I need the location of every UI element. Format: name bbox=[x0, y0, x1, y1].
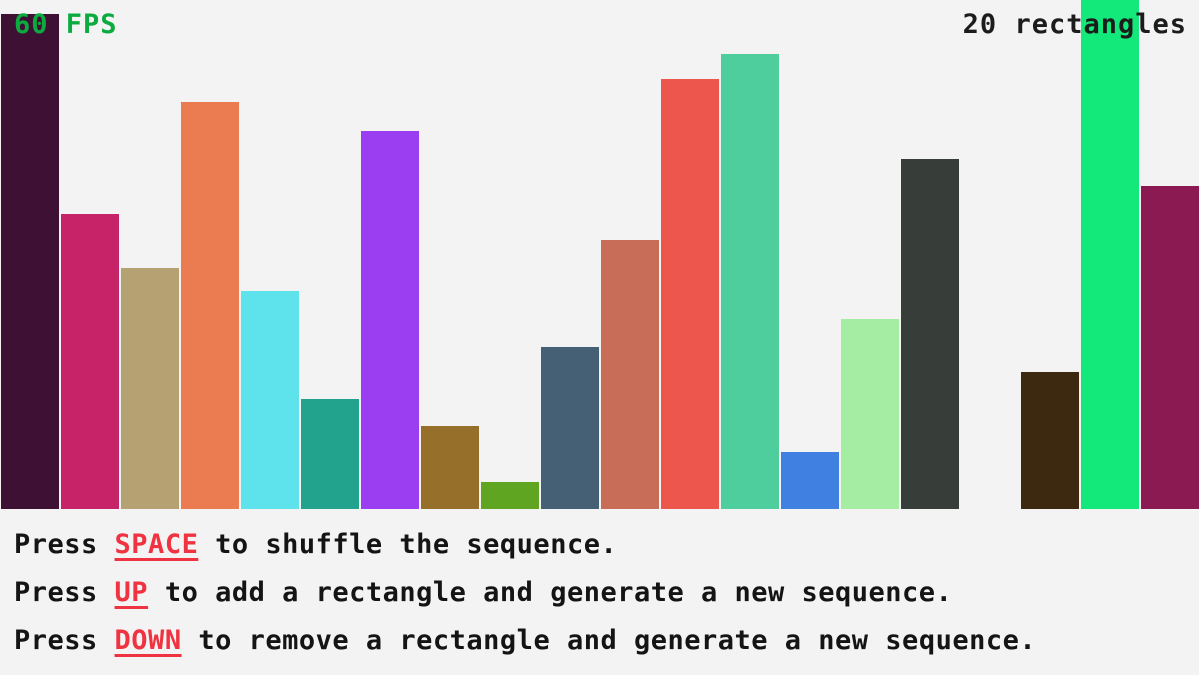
chart-bar bbox=[301, 399, 359, 509]
chart-bar bbox=[1141, 186, 1199, 509]
chart-bar bbox=[841, 319, 899, 509]
instruction-line: Press UP to add a rectangle and generate… bbox=[14, 569, 1199, 617]
key-hint-down[interactable]: DOWN bbox=[114, 625, 182, 656]
key-hint-up[interactable]: UP bbox=[114, 577, 149, 608]
chart-bar bbox=[181, 102, 239, 509]
chart-bar bbox=[61, 214, 119, 509]
bar-chart-canvas[interactable] bbox=[0, 0, 1199, 509]
instructions-panel: Press SPACE to shuffle the sequence. Pres… bbox=[0, 509, 1199, 675]
fps-counter: 60 FPS bbox=[14, 9, 118, 40]
chart-bar bbox=[661, 79, 719, 509]
instruction-prefix: Press bbox=[14, 625, 115, 656]
instruction-prefix: Press bbox=[14, 529, 115, 560]
chart-bar bbox=[1, 14, 59, 509]
key-hint-space[interactable]: SPACE bbox=[114, 529, 199, 560]
chart-bar bbox=[241, 291, 299, 509]
chart-bar bbox=[1081, 0, 1139, 509]
chart-bar bbox=[601, 240, 659, 509]
chart-bar bbox=[781, 452, 839, 509]
chart-bar bbox=[721, 54, 779, 509]
chart-bar bbox=[541, 347, 599, 509]
chart-bar bbox=[361, 131, 419, 509]
chart-bar bbox=[901, 159, 959, 509]
instruction-suffix: to add a rectangle and generate a new se… bbox=[148, 577, 953, 608]
chart-bar bbox=[481, 482, 539, 509]
instruction-line: Press SPACE to shuffle the sequence. bbox=[14, 521, 1199, 569]
instruction-line: Press DOWN to remove a rectangle and gen… bbox=[14, 617, 1199, 665]
instruction-suffix: to shuffle the sequence. bbox=[198, 529, 618, 560]
chart-bar bbox=[1021, 372, 1079, 509]
rectangle-count-label: 20 rectangles bbox=[962, 9, 1187, 40]
instruction-suffix: to remove a rectangle and generate a new… bbox=[181, 625, 1037, 656]
chart-bar bbox=[421, 426, 479, 509]
instruction-prefix: Press bbox=[14, 577, 115, 608]
chart-bar bbox=[121, 268, 179, 509]
